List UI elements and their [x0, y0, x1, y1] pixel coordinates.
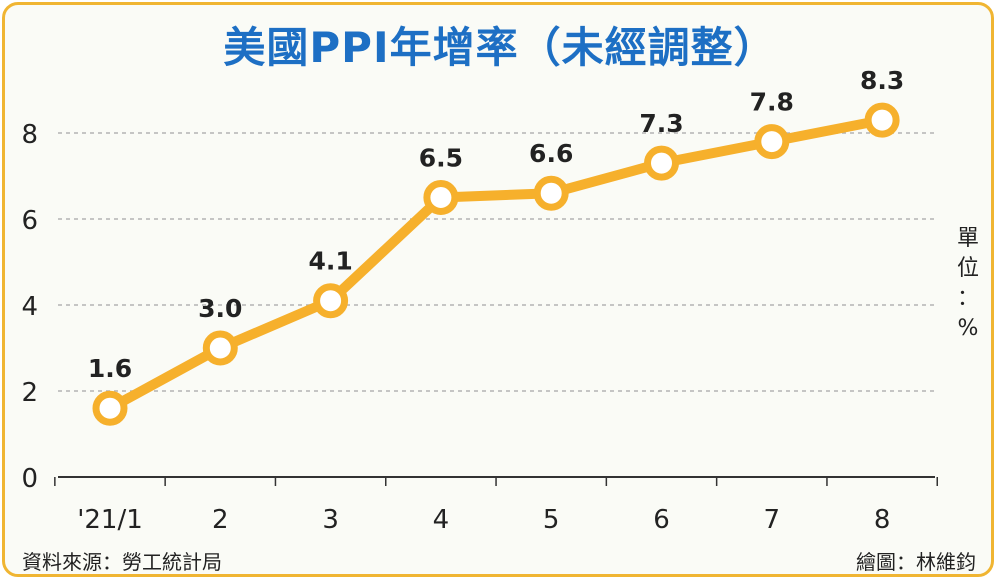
- credit-note: 繪圖：林維鈞: [856, 550, 976, 574]
- unit-label: 單 位 ： %: [956, 226, 979, 341]
- chart-title: 美國PPI年增率（未經調整）: [223, 23, 777, 72]
- data-point: [533, 175, 569, 211]
- x-tick-label: '21/1: [77, 505, 143, 535]
- data-label: 6.5: [419, 144, 463, 173]
- y-tick-label: 2: [21, 378, 38, 408]
- x-tick-label: 7: [764, 505, 781, 535]
- data-label: 7.3: [639, 109, 683, 138]
- data-label: 1.6: [88, 354, 132, 383]
- y-tick-label: 6: [21, 206, 38, 236]
- y-tick-label: 4: [21, 292, 38, 322]
- data-point: [92, 390, 128, 426]
- series-line: [105, 115, 888, 414]
- data-point: [202, 330, 238, 366]
- data-point: [864, 102, 900, 138]
- y-tick-label: 0: [21, 464, 38, 494]
- source-note: 資料來源：勞工統計局: [22, 550, 222, 574]
- data-point: [644, 145, 679, 181]
- data-point: [313, 283, 349, 319]
- y-tick-label: 8: [21, 120, 38, 150]
- x-tick-label: 2: [212, 505, 229, 535]
- x-tick-label: 4: [433, 505, 450, 535]
- data-label: 6.6: [529, 139, 573, 168]
- data-point: [423, 180, 459, 215]
- data-label: 3.0: [198, 294, 242, 323]
- data-label: 4.1: [308, 247, 352, 276]
- data-point: [754, 124, 790, 160]
- x-tick-label: 8: [874, 505, 891, 535]
- chart-frame: [2, 2, 994, 577]
- x-tick-label: 3: [322, 505, 339, 535]
- x-tick-label: 5: [543, 505, 560, 535]
- x-tick-label: 6: [653, 505, 670, 535]
- data-label: 7.8: [750, 88, 794, 117]
- data-label: 8.3: [860, 66, 904, 95]
